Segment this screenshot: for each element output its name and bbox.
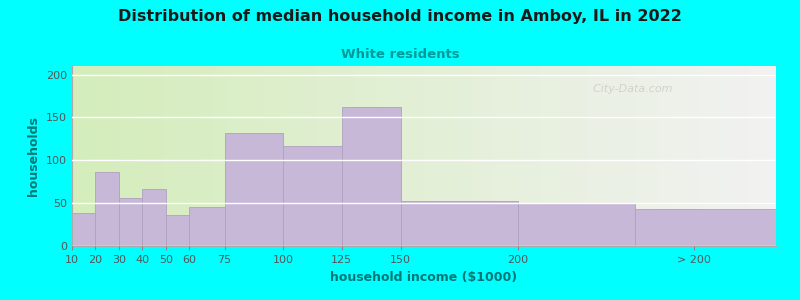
Bar [635,209,776,246]
Bar [72,213,95,246]
Bar [283,146,342,246]
Y-axis label: households: households [27,116,41,196]
Text: Distribution of median household income in Amboy, IL in 2022: Distribution of median household income … [118,9,682,24]
Bar [225,133,283,246]
Bar [342,107,401,246]
Text: City-Data.com: City-Data.com [586,84,673,94]
Bar [95,172,119,246]
Bar [190,207,225,246]
Bar [518,203,635,246]
Text: White residents: White residents [341,48,459,61]
Bar [166,215,190,246]
X-axis label: household income ($1000): household income ($1000) [330,271,518,284]
Bar [119,198,142,246]
Bar [142,189,166,246]
Bar [401,201,518,246]
